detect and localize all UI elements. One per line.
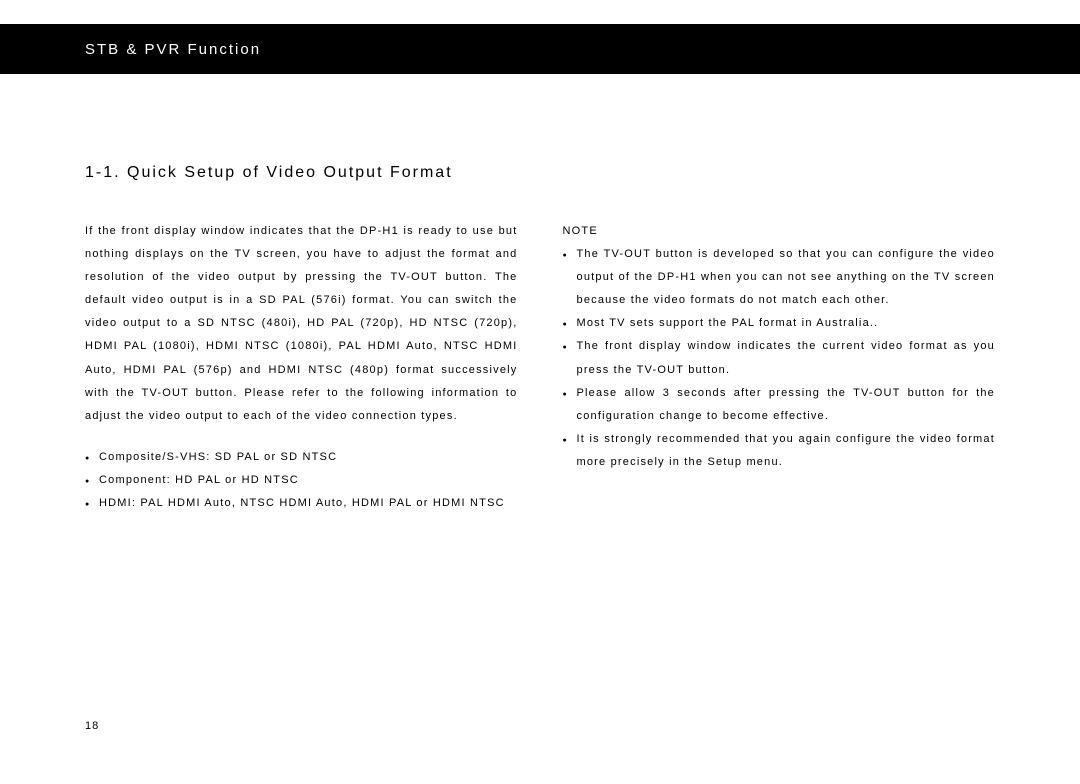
- two-column-layout: If the front display window indicates th…: [85, 220, 995, 515]
- list-item: Most TV sets support the PAL format in A…: [563, 312, 996, 335]
- list-item: Component: HD PAL or HD NTSC: [85, 469, 518, 492]
- list-item: The front display window indicates the c…: [563, 335, 996, 381]
- list-item: Composite/S-VHS: SD PAL or SD NTSC: [85, 446, 518, 469]
- list-item: The TV-OUT button is developed so that y…: [563, 243, 996, 312]
- left-column: If the front display window indicates th…: [85, 220, 518, 515]
- intro-paragraph: If the front display window indicates th…: [85, 220, 518, 428]
- list-item: Please allow 3 seconds after pressing th…: [563, 382, 996, 428]
- list-item: It is strongly recommended that you agai…: [563, 428, 996, 474]
- content-area: 1-1. Quick Setup of Video Output Format …: [0, 74, 1080, 515]
- header-bar: STB & PVR Function: [0, 24, 1080, 74]
- header-title: STB & PVR Function: [85, 41, 261, 58]
- note-label: NOTE: [563, 220, 996, 243]
- right-bullet-list: The TV-OUT button is developed so that y…: [563, 243, 996, 474]
- page-number: 18: [85, 720, 99, 732]
- section-title: 1-1. Quick Setup of Video Output Format: [85, 164, 995, 182]
- left-bullet-list: Composite/S-VHS: SD PAL or SD NTSC Compo…: [85, 446, 518, 515]
- right-column: NOTE The TV-OUT button is developed so t…: [563, 220, 996, 515]
- list-item: HDMI: PAL HDMI Auto, NTSC HDMI Auto, HDM…: [85, 492, 518, 515]
